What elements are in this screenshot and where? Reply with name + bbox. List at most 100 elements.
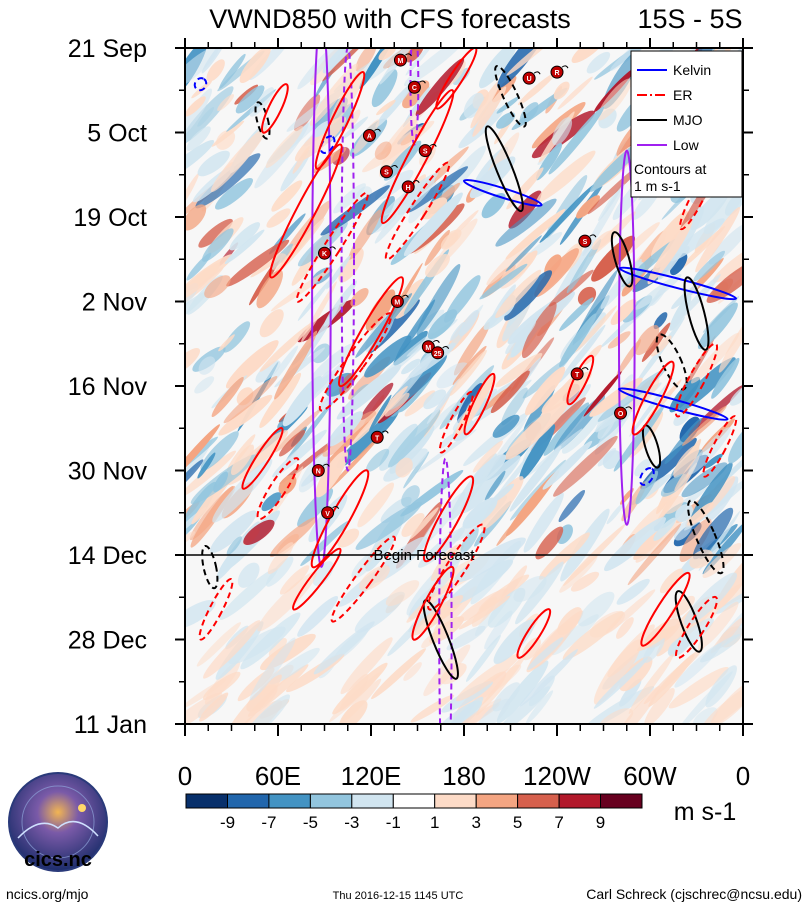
field-patch [278, 429, 306, 457]
field-patch [199, 692, 229, 722]
colorbar-swatch [392, 793, 436, 809]
field-patch [670, 253, 688, 276]
footer-timestamp: Thu 2016-12-15 1145 UTC [333, 890, 464, 902]
field-patch [527, 637, 564, 670]
field-patch [582, 183, 625, 257]
field-patch [211, 120, 245, 147]
field-patch [454, 375, 495, 438]
field-patch [185, 424, 220, 485]
field-patch [240, 694, 290, 724]
wave-contours [193, 48, 738, 724]
field-patch [472, 440, 504, 473]
storm-tail [391, 164, 398, 168]
storm-tail [332, 505, 340, 509]
storm-icon [421, 340, 435, 354]
storm-icon [321, 506, 335, 520]
storm-tail [429, 143, 437, 147]
field-patch [255, 360, 281, 383]
field-patch [326, 433, 383, 493]
x-axis: 0 60E 120E 180 120W 60W 0 [178, 38, 750, 791]
field-patch [589, 377, 643, 417]
field-patch [327, 411, 363, 447]
contour-low [311, 48, 332, 568]
field-patch [673, 410, 690, 426]
field-patch [336, 364, 402, 420]
field-patch [197, 452, 216, 479]
field-patch [705, 665, 737, 708]
contour-er [241, 427, 284, 490]
legend-box [630, 50, 743, 198]
field-patch [688, 385, 743, 437]
field-patch [505, 235, 542, 272]
field-patch [271, 180, 303, 212]
field-patch [406, 166, 469, 213]
contour-mjo [484, 125, 524, 213]
field-patch [668, 666, 729, 709]
field-patch [426, 378, 461, 425]
field-patch [515, 561, 564, 625]
forecast-label: Begin Forecast [374, 547, 476, 564]
field-patch [604, 517, 666, 572]
field-patch [215, 177, 253, 210]
field-patch [185, 96, 206, 117]
field-patch [593, 657, 648, 709]
field-patch [690, 462, 733, 522]
storm-label: M [394, 300, 400, 307]
contour-er [427, 523, 486, 611]
field-patch [577, 591, 615, 627]
colorbar-label: -9 [220, 813, 235, 832]
field-patch [493, 619, 536, 664]
field-patch [687, 502, 714, 526]
colorbar-swatch [185, 793, 228, 809]
storm-marker: V [321, 505, 340, 520]
field-patch [455, 653, 521, 702]
field-patch [379, 423, 418, 471]
field-patch [509, 445, 562, 512]
field-patch [693, 250, 726, 282]
field-patch [463, 92, 484, 119]
field-patch [268, 345, 299, 386]
field-patch [355, 293, 413, 358]
field-patch [448, 210, 479, 240]
storm-label: A [367, 134, 372, 141]
field-patch [702, 296, 740, 333]
contour-er [269, 143, 343, 279]
y-tick-label: 16 Nov [68, 373, 148, 401]
field-patch [364, 335, 412, 378]
field-patch [659, 568, 684, 594]
field-patch [496, 112, 516, 129]
storm-tail [374, 128, 381, 132]
field-patch [610, 299, 637, 326]
field-patch [496, 96, 520, 114]
field-patch [539, 184, 595, 243]
field-patch [559, 297, 594, 332]
field-patch [259, 309, 284, 338]
legend: Kelvin ER MJO Low Contours at 1 m s-1 [630, 50, 743, 198]
y-tick-label: 30 Nov [68, 458, 148, 486]
storm-tail [589, 234, 597, 238]
footer-url: ncics.org/mjo [6, 886, 89, 902]
field-patch [416, 263, 461, 336]
contour-mjo [683, 276, 710, 351]
storm-marker: R [550, 65, 569, 79]
field-patch [683, 572, 738, 626]
storm-icon [311, 464, 325, 477]
field-patch [648, 653, 695, 707]
field-patch [522, 357, 570, 399]
field-patch [504, 400, 569, 460]
field-patch [695, 206, 741, 273]
storm-marker: T [370, 430, 389, 444]
colorbar-units: m s-1 [674, 798, 737, 826]
y-tick-label: 28 Dec [68, 627, 147, 655]
contour-er [295, 191, 369, 303]
storm-tail [412, 180, 420, 184]
field-patch [436, 362, 469, 389]
storm-icon [570, 367, 584, 381]
field-patch [714, 550, 743, 611]
field-patch [341, 116, 369, 140]
field-patch [543, 402, 590, 456]
field-patch [365, 289, 396, 331]
field-patch [557, 607, 582, 636]
field-patch [312, 343, 331, 364]
